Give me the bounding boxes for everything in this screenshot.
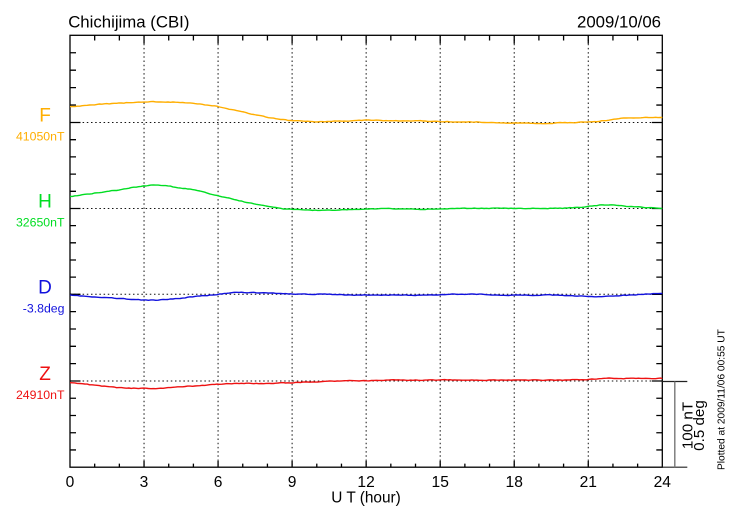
svg-text:6: 6 — [214, 474, 223, 491]
svg-text:24910nT: 24910nT — [16, 388, 65, 402]
svg-text:Plotted at 2009/11/06 00:55 UT: Plotted at 2009/11/06 00:55 UT — [716, 329, 727, 470]
svg-text:3: 3 — [140, 474, 149, 491]
svg-text:12: 12 — [357, 474, 374, 491]
svg-text:U T (hour): U T (hour) — [331, 490, 401, 507]
svg-text:0.5 deg: 0.5 deg — [691, 400, 708, 451]
svg-text:21: 21 — [580, 474, 597, 491]
svg-text:100 nT: 100 nT — [679, 402, 696, 449]
svg-text:15: 15 — [432, 474, 450, 491]
svg-text:2009/10/06: 2009/10/06 — [577, 12, 661, 31]
svg-text:41050nT: 41050nT — [16, 130, 65, 144]
svg-text:18: 18 — [506, 474, 523, 491]
svg-text:D: D — [38, 277, 52, 298]
svg-text:H: H — [38, 192, 52, 213]
svg-text:Chichijima (CBI): Chichijima (CBI) — [68, 12, 189, 31]
svg-text:9: 9 — [288, 474, 297, 491]
svg-text:32650nT: 32650nT — [16, 216, 65, 230]
svg-text:24: 24 — [654, 474, 672, 491]
svg-text:F: F — [39, 106, 51, 127]
svg-text:-3.8deg: -3.8deg — [23, 301, 65, 315]
svg-text:0: 0 — [66, 474, 75, 491]
svg-text:Z: Z — [39, 364, 51, 385]
